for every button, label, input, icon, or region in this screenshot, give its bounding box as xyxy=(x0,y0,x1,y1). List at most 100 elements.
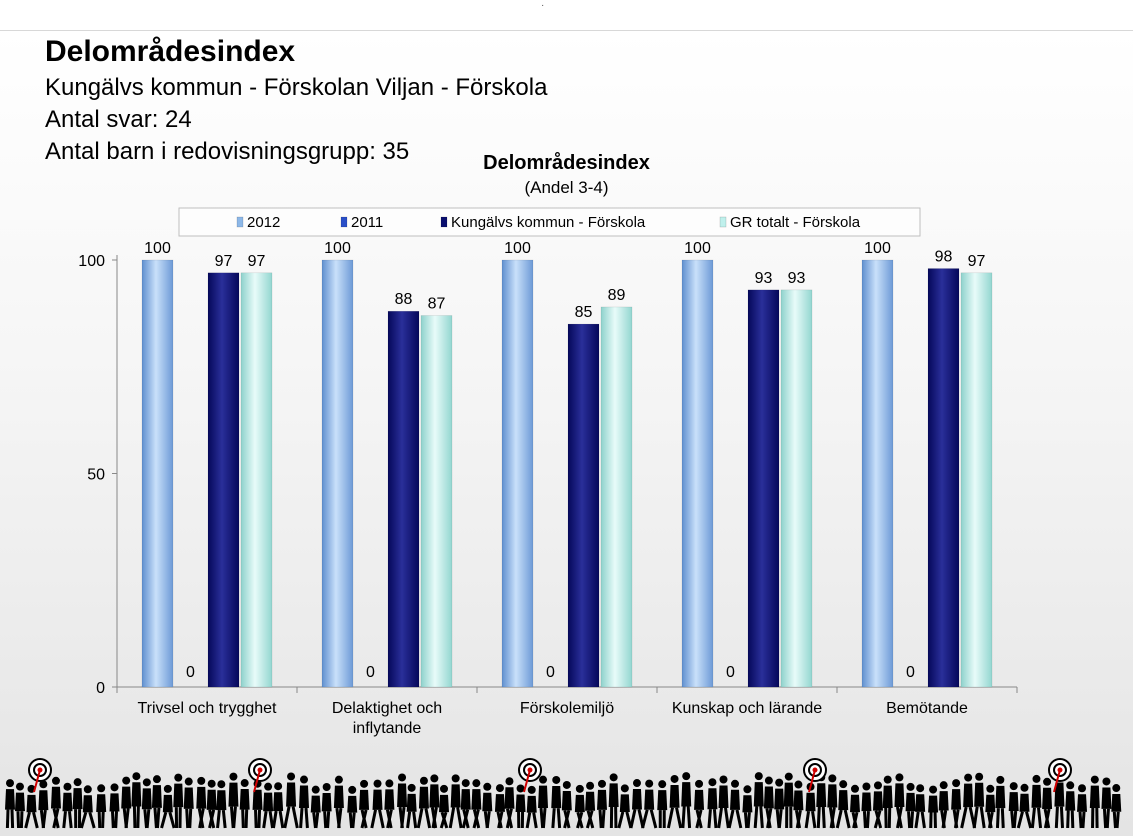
person-silhouette xyxy=(915,784,925,828)
person-silhouette xyxy=(951,779,961,828)
person-silhouette xyxy=(551,776,561,828)
person-silhouette xyxy=(5,779,15,828)
person-silhouette xyxy=(73,778,83,828)
person-silhouette xyxy=(273,782,283,828)
person-silhouette xyxy=(263,783,273,828)
person-silhouette xyxy=(322,783,332,828)
data-label: 100 xyxy=(324,240,351,257)
x-tick-label: Kunskap och lärande xyxy=(672,700,822,717)
person-silhouette xyxy=(1031,775,1041,828)
person-silhouette xyxy=(837,780,849,828)
person-silhouette xyxy=(562,781,572,828)
person-silhouette xyxy=(240,779,250,828)
person-silhouette xyxy=(152,775,162,828)
data-label: 85 xyxy=(575,304,593,321)
data-label: 97 xyxy=(968,253,986,270)
person-silhouette xyxy=(985,785,995,828)
person-silhouette xyxy=(538,776,548,828)
person-silhouette xyxy=(1042,778,1052,828)
person-silhouette xyxy=(26,785,38,828)
person-silhouette xyxy=(334,776,344,828)
data-label: 87 xyxy=(428,296,446,313)
person-silhouette xyxy=(504,777,514,828)
person-silhouette xyxy=(1077,784,1087,828)
person-silhouette xyxy=(643,780,656,828)
person-silhouette xyxy=(450,774,461,828)
person-silhouette xyxy=(253,780,263,828)
person-silhouette xyxy=(216,780,226,828)
person-silhouette xyxy=(1111,784,1121,828)
person-silhouette xyxy=(585,782,595,828)
legend-swatch-2012 xyxy=(237,217,243,227)
person-silhouette xyxy=(707,778,717,828)
person-silhouette xyxy=(207,780,217,828)
person-silhouette xyxy=(631,779,643,828)
person-silhouette xyxy=(285,772,298,828)
bar-kommun xyxy=(208,273,239,687)
walking-people-silhouette-banner xyxy=(0,750,1133,835)
person-silhouette xyxy=(184,778,194,828)
data-label: 100 xyxy=(504,240,531,257)
data-label: 100 xyxy=(144,240,171,257)
person-silhouette xyxy=(894,773,904,828)
person-silhouette xyxy=(1101,777,1111,828)
x-tick-label: Förskolemiljö xyxy=(520,700,614,717)
person-silhouette xyxy=(372,780,383,828)
person-silhouette xyxy=(1090,776,1100,828)
data-label: 88 xyxy=(395,291,413,308)
person-silhouette xyxy=(1065,781,1075,828)
person-silhouette xyxy=(668,775,680,828)
data-label: 97 xyxy=(248,253,266,270)
person-silhouette xyxy=(299,776,309,828)
legend-swatch-gr xyxy=(720,217,726,227)
bar-kommun xyxy=(388,311,419,687)
bar-gr xyxy=(421,316,452,687)
data-label: 0 xyxy=(366,664,375,681)
person-silhouette xyxy=(347,786,357,828)
data-label: 97 xyxy=(215,253,233,270)
data-label: 100 xyxy=(864,240,891,257)
person-silhouette xyxy=(121,777,131,828)
person-silhouette xyxy=(51,777,61,828)
legend-label-2011: 2011 xyxy=(351,214,383,231)
bar-gr xyxy=(961,273,992,687)
person-silhouette xyxy=(228,773,238,828)
data-label: 98 xyxy=(935,249,953,266)
person-silhouette xyxy=(397,773,407,828)
bar-kommun xyxy=(928,269,959,687)
person-silhouette xyxy=(418,777,429,828)
person-silhouette xyxy=(873,781,883,828)
bar-kommun xyxy=(568,324,599,687)
data-label: 93 xyxy=(755,270,773,287)
person-silhouette xyxy=(1009,782,1019,828)
bar-gr xyxy=(601,307,632,687)
person-silhouette xyxy=(793,781,803,828)
person-silhouette xyxy=(142,778,152,828)
data-label: 89 xyxy=(608,287,626,304)
person-silhouette xyxy=(861,782,871,828)
bar-gr xyxy=(781,290,812,687)
person-silhouette xyxy=(196,777,206,828)
person-silhouette xyxy=(471,779,481,828)
legend-swatch-2011 xyxy=(341,217,347,227)
person-silhouette xyxy=(754,772,764,828)
person-silhouette xyxy=(657,780,667,828)
person-silhouette xyxy=(995,776,1005,828)
legend-label-2012: 2012 xyxy=(247,214,280,231)
bar-2012 xyxy=(862,260,893,687)
y-tick-label: 100 xyxy=(78,253,105,270)
data-label: 100 xyxy=(684,240,711,257)
person-silhouette xyxy=(619,784,631,828)
y-tick-label: 50 xyxy=(87,467,105,484)
person-silhouette xyxy=(527,786,537,828)
y-tick-label: 0 xyxy=(96,680,105,697)
person-silhouette xyxy=(1018,784,1030,828)
data-label: 0 xyxy=(186,664,195,681)
person-silhouette xyxy=(784,773,794,828)
person-silhouette xyxy=(906,783,916,828)
person-silhouette xyxy=(774,779,784,828)
person-silhouette xyxy=(719,775,729,828)
person-silhouette xyxy=(694,780,704,828)
